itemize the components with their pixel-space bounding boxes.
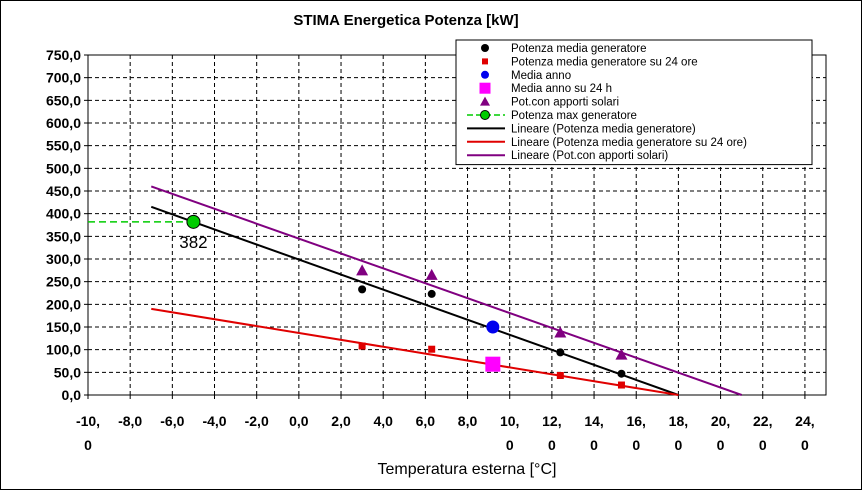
data-point [556, 348, 565, 357]
x-tick-label-line2: 0 [632, 437, 640, 453]
data-point [358, 342, 366, 350]
y-tick-label: 0,0 [62, 387, 82, 403]
x-tick-label: 6,0 [416, 413, 436, 429]
data-point [617, 369, 626, 378]
y-tick-label: 550,0 [46, 138, 81, 154]
legend-label: Pot.con apporti solari [511, 97, 619, 109]
data-point [485, 356, 501, 372]
x-tick-label: -10, [76, 413, 100, 429]
x-tick-label-line2: 0 [506, 437, 514, 453]
x-tick-label: 2,0 [331, 413, 351, 429]
y-tick-label: 200,0 [46, 296, 81, 312]
y-tick-label: 400,0 [46, 206, 81, 222]
x-tick-label: 16, [626, 413, 645, 429]
x-tick-label: 20, [711, 413, 730, 429]
y-tick-label: 450,0 [46, 183, 81, 199]
x-tick-label-line2: 0 [717, 437, 725, 453]
x-tick-label: 12, [542, 413, 561, 429]
x-tick-label-line2: 0 [675, 437, 683, 453]
y-tick-label: 50,0 [54, 364, 81, 380]
x-tick-label: -6,0 [160, 413, 184, 429]
x-tick-label: 22, [753, 413, 772, 429]
x-tick-label: 0,0 [289, 413, 309, 429]
legend-swatch [481, 44, 489, 52]
data-point [486, 320, 500, 334]
chart-title: STIMA Energetica Potenza [kW] [293, 12, 518, 29]
x-tick-label: 14, [584, 413, 603, 429]
trendline [151, 307, 679, 396]
data-point [358, 285, 367, 294]
data-point [186, 214, 201, 229]
y-tick-label: 250,0 [46, 274, 81, 290]
data-point [356, 264, 369, 276]
y-tick-label: 350,0 [46, 228, 81, 244]
legend-box [455, 39, 813, 166]
legend-label: Media anno [511, 70, 571, 82]
legend-swatch [481, 70, 489, 79]
legend-swatch [482, 58, 488, 65]
legend-label: Media anno su 24 h [511, 83, 612, 95]
x-tick-label: 18, [669, 413, 688, 429]
y-tick-label: 600,0 [46, 115, 81, 131]
y-tick-label: 500,0 [46, 160, 81, 176]
y-tick-label: 150,0 [46, 319, 81, 335]
x-tick-label: -8,0 [118, 413, 142, 429]
x-tick-label: 8,0 [458, 413, 478, 429]
trendline [150, 205, 679, 396]
y-tick-label: 650,0 [46, 92, 81, 108]
x-tick-label: -4,0 [202, 413, 226, 429]
y-tick-label: 750,0 [46, 47, 81, 63]
data-point [554, 326, 567, 338]
x-tick-label-line2: 0 [590, 437, 598, 453]
annotation-382: 382 [179, 233, 207, 252]
data-point [615, 348, 628, 360]
data-point [425, 268, 438, 280]
legend-label: Lineare (Pot.con apporti solari) [511, 150, 668, 162]
x-tick-label: 10, [500, 413, 519, 429]
y-tick-label: 300,0 [46, 251, 81, 267]
x-tick-label: 4,0 [373, 413, 393, 429]
data-point [428, 345, 436, 353]
legend-label: Potenza max generatore [511, 110, 637, 122]
y-tick-label: 700,0 [46, 70, 81, 86]
y-tick-label: 100,0 [46, 342, 81, 358]
legend-label: Lineare (Potenza media generatore) [511, 123, 696, 135]
legend-swatch [480, 96, 490, 106]
legend-swatch [479, 82, 491, 94]
x-tick-label-line2: 0 [84, 437, 92, 453]
trendline [150, 185, 742, 396]
legend-label: Potenza media generatore [511, 43, 647, 55]
data-point [617, 381, 625, 389]
x-tick-label-line2: 0 [548, 437, 556, 453]
x-tick-label: -2,0 [245, 413, 269, 429]
data-point [556, 372, 564, 380]
data-point [427, 289, 436, 298]
x-axis-label: Temperatura esterna [°C] [378, 461, 557, 478]
x-tick-label-line2: 0 [801, 437, 809, 453]
legend-label: Lineare (Potenza media generatore su 24 … [511, 137, 747, 149]
x-tick-label-line2: 0 [759, 437, 767, 453]
legend-swatch [480, 110, 490, 120]
x-tick-label: 24, [795, 413, 814, 429]
legend-label: Potenza media generatore su 24 ore [511, 56, 698, 68]
